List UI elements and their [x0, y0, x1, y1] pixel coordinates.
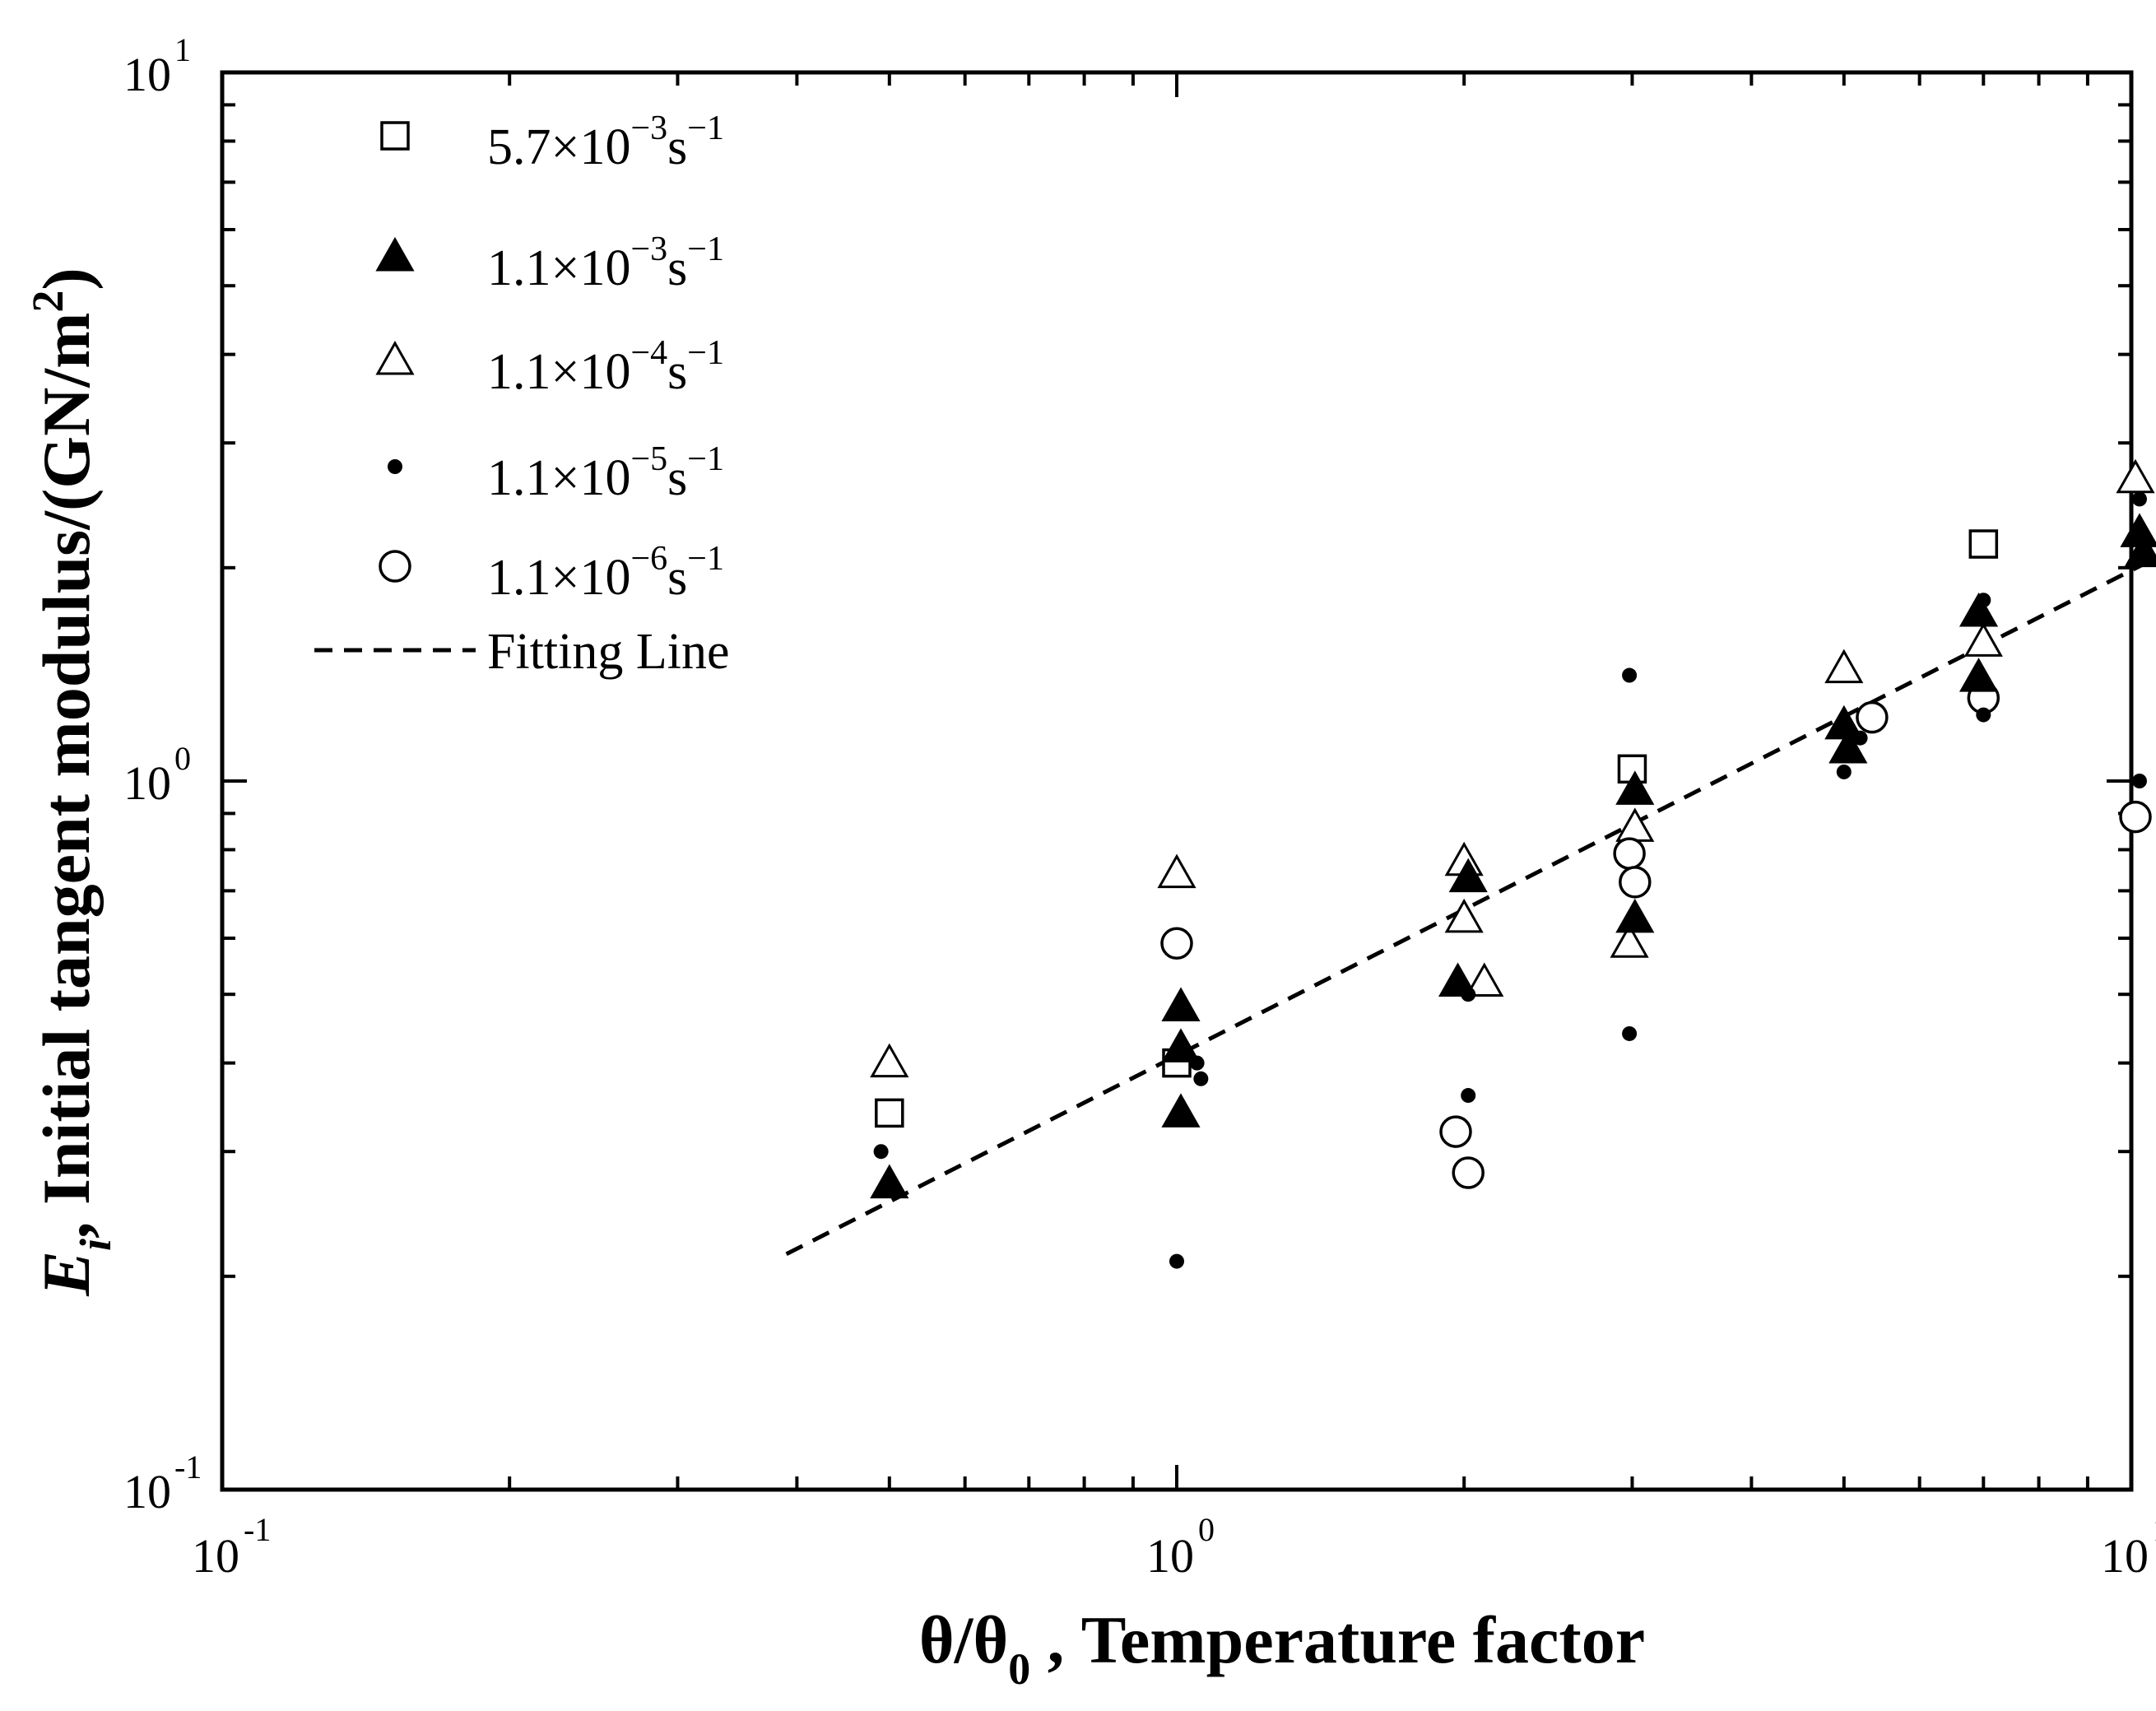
legend-item: 5.7×10−3s−1 [380, 109, 724, 175]
data-point-filled-triangle [1959, 593, 1999, 627]
data-point-filled-circle [1461, 987, 1476, 1002]
legend-item-fitting-line: Fitting Line [314, 624, 730, 680]
data-point-open-square [1968, 529, 1999, 559]
data-point-filled-triangle [1161, 1028, 1201, 1062]
y-tick-label-base: 10 [123, 756, 171, 810]
data-point-filled-circle [2131, 774, 2147, 788]
y-tick-label-base: 10 [123, 1465, 171, 1518]
data-point-open-triangle [1465, 962, 1504, 997]
legend-marker-open-circle [379, 550, 411, 583]
legend-marker-filled-circle [388, 459, 402, 474]
data-point-open-triangle [2116, 458, 2155, 494]
data-point-filled-triangle [1448, 858, 1488, 893]
plot-frame [220, 70, 2134, 1492]
x-tick-label-base: 10 [192, 1529, 239, 1583]
legend-label: 1.1×10−6s−1 [487, 540, 724, 606]
legend-label: 5.7×10−3s−1 [487, 109, 724, 175]
series-open-circle [1160, 681, 2152, 1189]
data-point-filled-circle [1836, 764, 1852, 779]
y-tick-label-exp: 1 [174, 31, 191, 68]
data-points [870, 458, 2156, 1269]
data-point-filled-circle [1169, 1253, 1184, 1269]
y-minor-ticks [222, 103, 2131, 1278]
fitting-line [785, 558, 2153, 1256]
legend-fitting-line-label: Fitting Line [487, 624, 730, 680]
data-point-filled-triangle [1828, 728, 1868, 764]
legend-label: 1.1×10−3s−1 [487, 230, 724, 296]
data-point-open-triangle [1963, 622, 2003, 657]
data-point-filled-triangle [1959, 658, 1999, 692]
y-tick-label-exp: -1 [174, 1448, 202, 1486]
x-tick-label: 101 [2101, 1511, 2156, 1583]
y-tick-label-base: 10 [123, 48, 171, 101]
legend-item: 1.1×10−5s−1 [388, 440, 724, 506]
fitting-line-group [785, 558, 2153, 1256]
x-tick-label: 10 0 [1146, 1511, 1215, 1583]
data-point-filled-circle [1622, 667, 1638, 683]
data-point-open-triangle [1615, 807, 1655, 842]
x-tick-label-base: 10 [1146, 1529, 1194, 1583]
data-point-filled-triangle [1615, 770, 1655, 805]
data-point-open-circle [1160, 927, 1193, 960]
data-point-open-circle [1856, 700, 1889, 734]
data-point-open-circle [1613, 837, 1646, 870]
legend-label: 1.1×10−5s−1 [487, 440, 724, 506]
legend-label: 1.1×10−4s−1 [487, 334, 724, 400]
data-point-filled-triangle [1615, 898, 1655, 933]
x-tick-label-exp: 1 [2153, 1511, 2156, 1548]
data-point-open-triangle [1824, 649, 1864, 684]
data-point-filled-circle [873, 1144, 889, 1160]
data-point-open-circle [1452, 1156, 1485, 1189]
data-point-open-triangle [1444, 898, 1484, 933]
data-point-filled-triangle [1161, 987, 1201, 1021]
data-point-filled-circle [1622, 1025, 1638, 1041]
x-minor-ticks [508, 72, 2089, 1490]
data-point-filled-circle [1852, 730, 1868, 746]
data-point-open-square [875, 1098, 904, 1128]
series-filled-triangle [870, 513, 2156, 1199]
data-point-filled-circle [1976, 593, 1991, 608]
data-point-open-circle [1439, 1115, 1472, 1148]
data-point-filled-circle [1461, 1088, 1476, 1104]
x-tick-label: 10 -1 [192, 1511, 271, 1583]
x-tick-label-base: 10 [2101, 1529, 2149, 1583]
y-tick-label: 10 0 [123, 740, 191, 810]
data-point-open-triangle [1157, 853, 1196, 889]
data-point-filled-circle [1976, 707, 1991, 723]
data-point-filled-triangle [1161, 1093, 1201, 1127]
legend-marker-open-triangle [375, 340, 415, 375]
legend-item: 1.1×10−6s−1 [379, 540, 724, 606]
y-axis-title: Ei, Initial tangent modulus/(GN/m2) [23, 267, 120, 1296]
x-axis-title: θ/θ0 , Temperature factor [919, 1602, 1645, 1694]
data-point-open-circle [1619, 866, 1652, 899]
series-open-square [875, 529, 1999, 1128]
x-tick-label-exp: -1 [244, 1511, 271, 1548]
data-point-open-circle [2119, 800, 2152, 834]
data-point-open-triangle [1610, 923, 1649, 958]
legend-marker-filled-triangle [375, 236, 415, 272]
x-tick-label-exp: 0 [1198, 1511, 1215, 1548]
legend-item: 1.1×10−3s−1 [375, 230, 724, 296]
data-point-filled-circle [1193, 1071, 1209, 1086]
data-point-filled-triangle [2124, 532, 2156, 568]
data-point-filled-circle [2131, 491, 2147, 507]
y-tick-label: 10 1 [123, 31, 191, 101]
data-point-open-triangle [870, 1043, 909, 1078]
legend-marker-open-square [380, 121, 410, 151]
legend-item: 1.1×10−4s−1 [375, 334, 724, 400]
legend: 5.7×10−3s−1 1.1×10−3s−1 1.1×10−4s−1 1.1×10−… [314, 109, 730, 680]
y-tick-label-exp: 0 [174, 740, 191, 777]
data-point-filled-circle [1189, 1055, 1205, 1071]
series-open-triangle [870, 458, 2155, 1078]
data-point-filled-triangle [870, 1164, 909, 1199]
y-tick-label: 10 -1 [123, 1448, 202, 1518]
series-filled-circle [873, 491, 2147, 1269]
